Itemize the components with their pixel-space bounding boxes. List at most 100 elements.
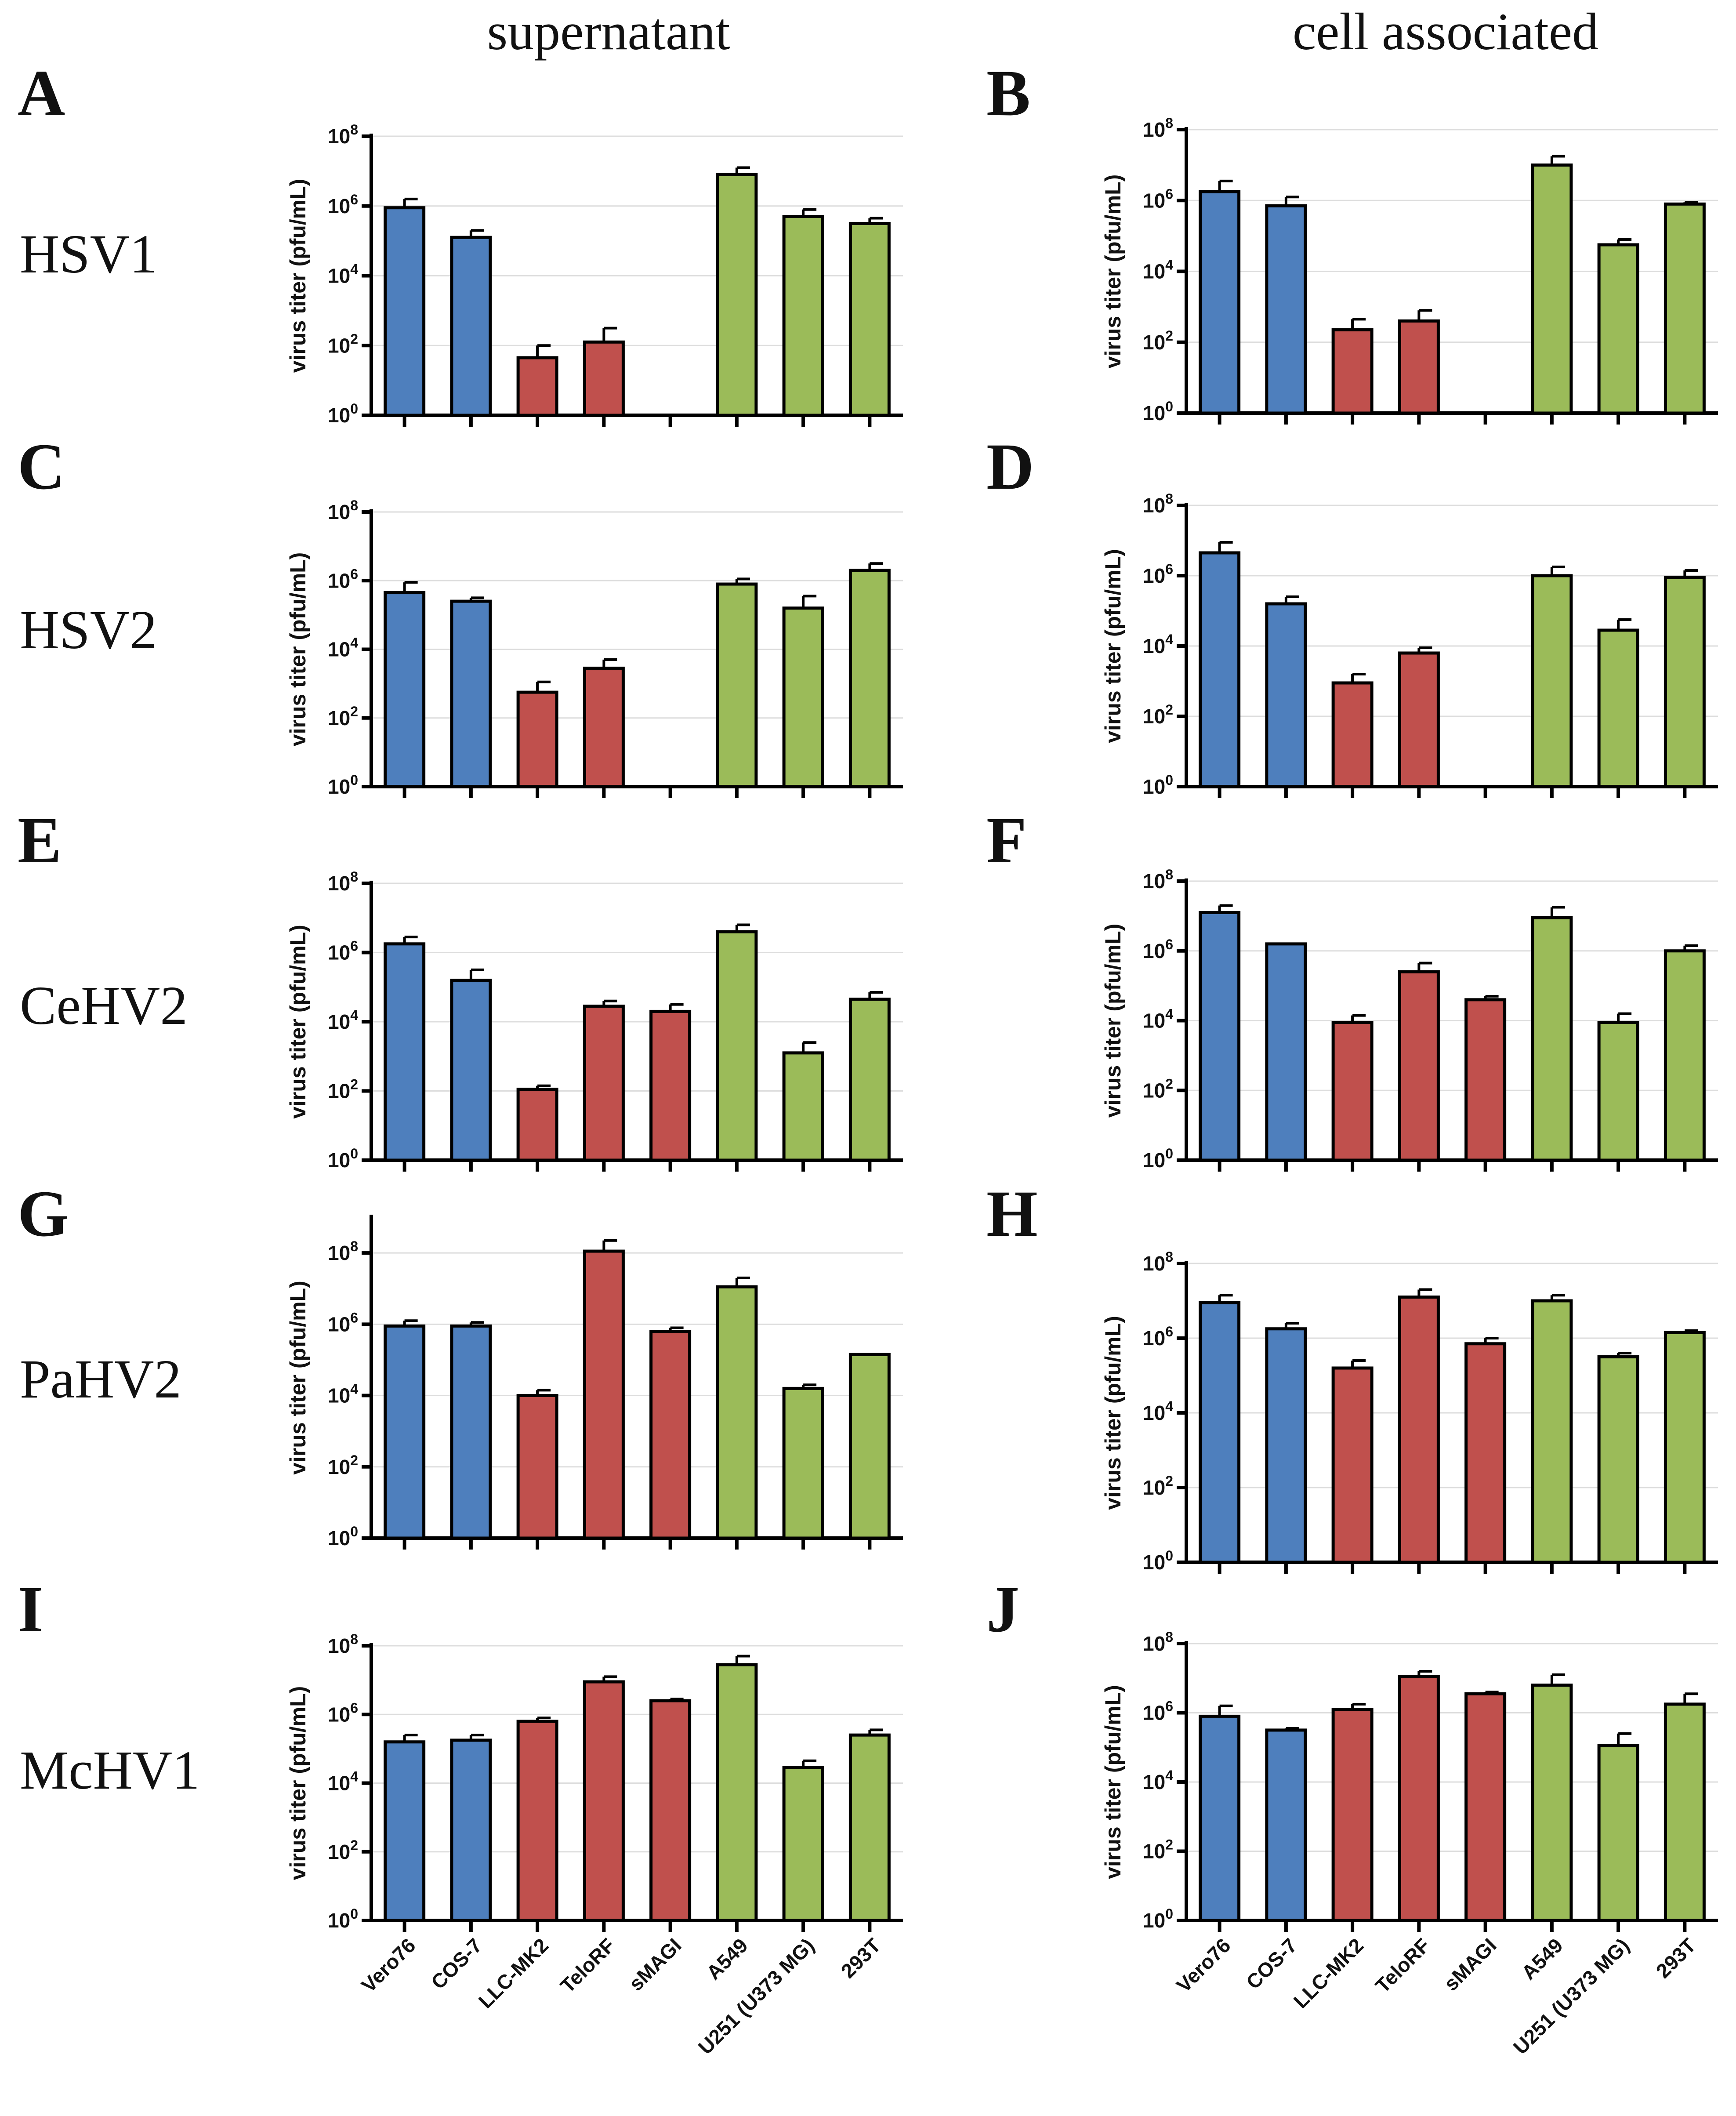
bar-A-1 [450, 236, 492, 417]
bar-G-6 [782, 1386, 824, 1540]
chart-panel-A: 100 102 104 106 108 virus titer (pfu/mL) [286, 122, 903, 427]
bar-F-0 [1199, 911, 1241, 1162]
bar-E-1 [450, 979, 492, 1162]
chart-panel-H: 100 102 104 106 108 virus titer (pfu/mL) [1101, 1249, 1718, 1574]
y-tick-label: 102 [328, 331, 358, 357]
bar-F-6 [1597, 1020, 1639, 1162]
y-tick-label: 104 [1143, 1006, 1173, 1032]
bar-B-6 [1597, 243, 1639, 415]
bar-E-6 [782, 1051, 824, 1162]
y-tick-label: 104 [328, 1769, 358, 1795]
y-tick-label: 100 [328, 1146, 358, 1172]
y-tick-label: 102 [328, 704, 358, 730]
bar-D-3 [1398, 651, 1440, 788]
bar-H-3 [1398, 1296, 1440, 1564]
chart-panel-E: 100 102 104 106 108 virus titer (pfu/mL) [286, 869, 903, 1172]
y-axis-label: virus titer (pfu/mL) [286, 552, 310, 747]
bar-J-6 [1597, 1744, 1639, 1922]
y-axis-label: virus titer (pfu/mL) [1101, 1685, 1125, 1879]
y-tick-label: 106 [1143, 186, 1173, 212]
y-tick-label: 106 [1143, 561, 1173, 587]
panel-letter-I: I [18, 1573, 43, 1646]
bar-H-2 [1331, 1366, 1374, 1564]
bar-C-2 [516, 690, 558, 788]
y-tick-label: 108 [328, 122, 358, 148]
virus-label-PaHV2: PaHV2 [20, 1349, 181, 1410]
panel-letter-G: G [18, 1177, 69, 1250]
y-tick-label: 102 [328, 1077, 358, 1103]
category-label: A549 [702, 1934, 752, 1984]
bar-D-6 [1597, 628, 1639, 788]
panel-letter-F: F [986, 804, 1027, 877]
bar-C-0 [384, 591, 426, 788]
y-axis-label: virus titer (pfu/mL) [1101, 174, 1125, 369]
bar-C-6 [782, 606, 824, 788]
virus-label-HSV2: HSV2 [20, 600, 157, 661]
bar-D-5 [1531, 574, 1573, 788]
y-tick-label: 100 [328, 1524, 358, 1550]
chart-panel-G: 100 102 104 106 108 virus titer (pfu/mL) [286, 1215, 903, 1550]
bar-B-1 [1265, 204, 1307, 415]
bar-H-5 [1531, 1299, 1573, 1564]
y-tick-label: 106 [328, 938, 358, 964]
panel-letter-D: D [986, 430, 1034, 503]
y-tick-label: 106 [1143, 1324, 1173, 1350]
bar-G-0 [384, 1324, 426, 1540]
bar-I-5 [716, 1663, 758, 1922]
y-axis-label: virus titer (pfu/mL) [1101, 924, 1125, 1118]
y-tick-label: 108 [1143, 1249, 1173, 1275]
bar-A-5 [716, 173, 758, 417]
y-tick-label: 102 [1143, 1837, 1173, 1863]
y-tick-label: 100 [328, 401, 358, 427]
y-tick-label: 104 [328, 1007, 358, 1033]
category-label: 293T [837, 1934, 885, 1982]
category-label: Vero76 [357, 1934, 420, 1996]
bar-A-3 [583, 340, 625, 417]
column-title-supernatant: supernatant [487, 2, 730, 61]
bar-A-6 [782, 215, 824, 417]
y-tick-label: 108 [328, 1238, 358, 1264]
bar-H-6 [1597, 1355, 1639, 1564]
bar-I-2 [516, 1720, 558, 1922]
panel-letter-C: C [18, 430, 65, 503]
virus-label-CeHV2: CeHV2 [20, 976, 188, 1036]
bar-E-5 [716, 930, 758, 1162]
bar-A-2 [516, 356, 558, 417]
chart-panel-D: 100 102 104 106 108 virus titer (pfu/mL) [1101, 491, 1718, 798]
category-label: sMAGI [624, 1934, 686, 1995]
bar-F-7 [1664, 949, 1706, 1162]
bar-J-2 [1331, 1708, 1374, 1922]
y-tick-label: 102 [1143, 328, 1173, 354]
y-axis-label: virus titer (pfu/mL) [286, 925, 310, 1119]
category-label: U251 (U373 MG) [694, 1934, 819, 2058]
bar-D-2 [1331, 681, 1374, 788]
bar-D-1 [1265, 602, 1307, 788]
category-label: COS-7 [427, 1934, 486, 1993]
y-tick-label: 104 [328, 261, 358, 287]
y-tick-label: 106 [1143, 1699, 1173, 1724]
y-tick-label: 100 [328, 772, 358, 798]
panel-letter-E: E [18, 804, 62, 877]
bar-A-7 [848, 221, 891, 417]
chart-panel-B: 100 102 104 106 108 virus titer (pfu/mL) [1101, 115, 1718, 425]
bar-D-7 [1664, 576, 1706, 788]
y-axis-label: virus titer (pfu/mL) [1101, 1316, 1125, 1510]
y-tick-label: 102 [1143, 702, 1173, 728]
y-tick-label: 100 [1143, 399, 1173, 425]
bar-J-3 [1398, 1675, 1440, 1922]
virus-label-McHV1: McHV1 [20, 1740, 200, 1801]
bar-E-7 [848, 998, 891, 1162]
bar-I-3 [583, 1680, 625, 1922]
y-tick-label: 102 [1143, 1473, 1173, 1499]
y-axis-label: virus titer (pfu/mL) [286, 179, 310, 373]
bar-B-2 [1331, 328, 1374, 415]
bar-C-3 [583, 666, 625, 788]
y-tick-label: 106 [328, 566, 358, 592]
chart-panel-I: 100 102 104 106 108 virus titer (pfu/mL) Vero7… [286, 1631, 903, 2059]
bar-I-6 [782, 1766, 824, 1922]
y-tick-label: 100 [1143, 772, 1173, 798]
bar-G-5 [716, 1285, 758, 1540]
panel-letter-A: A [18, 57, 65, 130]
bar-E-3 [583, 1005, 625, 1162]
